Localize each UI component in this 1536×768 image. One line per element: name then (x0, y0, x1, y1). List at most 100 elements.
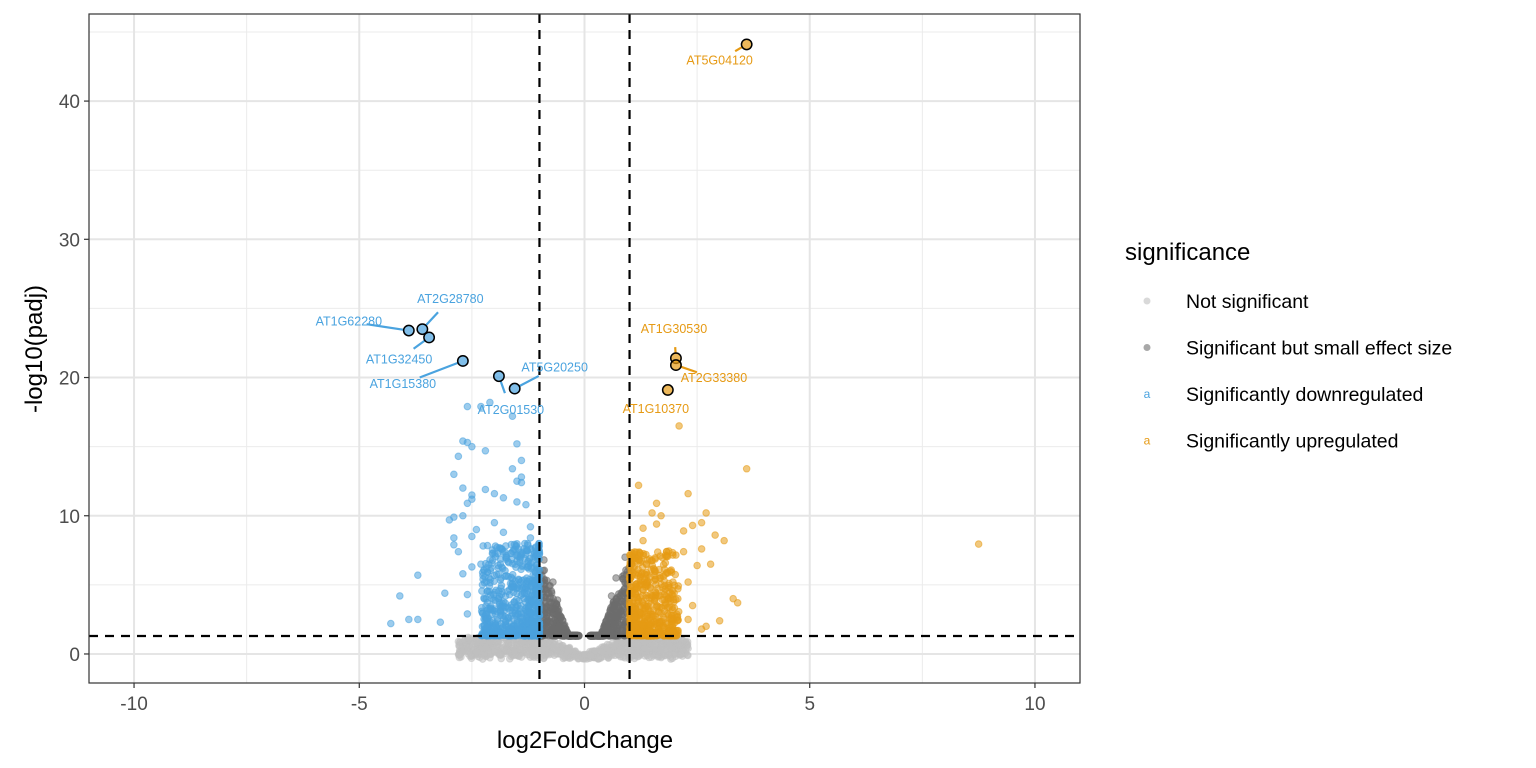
point-downregulated (522, 500, 530, 509)
point-not-significant (464, 633, 472, 642)
y-tick-label: 20 (59, 369, 80, 390)
point-downregulated (480, 566, 488, 574)
point-downregulated (521, 583, 530, 591)
point-downregulated (488, 546, 497, 554)
gene-label: AT1G32450 (366, 352, 433, 366)
gene-label-segment (412, 339, 426, 350)
point-upregulated (643, 612, 651, 621)
point-not-significant (654, 651, 662, 659)
point-downregulated (534, 565, 542, 574)
labeled-gene-point (416, 323, 429, 336)
point-downregulated (454, 452, 463, 461)
point-upregulated (655, 619, 664, 627)
point-upregulated (660, 595, 668, 604)
legend-item: Significant but small effect size (1143, 338, 1452, 360)
point-not-significant (454, 637, 463, 646)
point-downregulated (524, 541, 532, 549)
y-tick-label: 0 (69, 645, 80, 666)
point-downregulated (436, 618, 445, 626)
point-upregulated (631, 612, 640, 621)
y-axis: 0 10 20 30 40 (59, 92, 89, 666)
gene-label-segment (680, 365, 698, 374)
point-downregulated (513, 620, 522, 629)
labeled-gene-point (669, 359, 682, 372)
gene-label: AT5G04120 (686, 53, 753, 67)
legend-label: Significantly upregulated (1186, 431, 1398, 453)
point-downregulated (463, 590, 472, 599)
gene-label: AT2G28780 (417, 292, 484, 306)
point-upregulated (646, 590, 654, 599)
point-small-effect (542, 611, 551, 620)
gene-label-segment (499, 380, 506, 394)
point-downregulated (450, 513, 458, 521)
point-small-effect (610, 620, 618, 629)
gene-label: AT5G20250 (521, 361, 588, 375)
point-not-significant (496, 651, 504, 659)
labeled-gene-point (456, 354, 469, 367)
point-downregulated (507, 573, 516, 582)
point-downregulated (497, 584, 505, 592)
point-upregulated (720, 536, 728, 545)
point-downregulated (522, 590, 531, 598)
point-upregulated (702, 509, 710, 517)
point-downregulated (480, 594, 488, 602)
gene-label: AT1G15380 (370, 377, 437, 391)
x-tick-label: -5 (351, 694, 368, 715)
point-upregulated (634, 481, 643, 490)
point-downregulated (507, 600, 516, 609)
point-downregulated (463, 499, 472, 508)
gene-label: AT2G01530 (478, 403, 545, 417)
point-downregulated (468, 563, 476, 571)
point-downregulated (513, 477, 521, 485)
point-upregulated (684, 615, 692, 624)
point-upregulated (652, 499, 661, 508)
point-downregulated (472, 525, 481, 534)
point-upregulated (684, 578, 692, 586)
point-not-significant (491, 647, 499, 656)
point-upregulated (697, 518, 706, 527)
point-downregulated (490, 489, 499, 498)
gene-label-segment (734, 46, 743, 53)
point-upregulated (697, 545, 706, 553)
point-downregulated (396, 592, 404, 600)
point-upregulated (658, 583, 667, 592)
point-downregulated (468, 532, 476, 541)
point-upregulated (649, 612, 658, 621)
point-downregulated (463, 610, 472, 618)
point-downregulated (531, 544, 540, 552)
y-axis-title: -log10(padj) (21, 285, 48, 413)
point-downregulated (477, 603, 486, 612)
point-downregulated (490, 624, 498, 632)
point-upregulated (668, 586, 677, 595)
point-upregulated (632, 580, 640, 588)
point-downregulated (441, 589, 449, 597)
point-downregulated (508, 559, 517, 568)
point-upregulated (711, 531, 719, 539)
point-not-significant (472, 648, 481, 657)
point-small-effect (542, 622, 551, 631)
labeled-gene-point (423, 331, 436, 344)
point-downregulated (450, 540, 458, 549)
gene-label-segment (518, 374, 540, 388)
point-not-significant (590, 647, 599, 655)
point-upregulated (655, 608, 664, 617)
point-upregulated (679, 527, 688, 535)
point-upregulated (688, 601, 697, 610)
labeled-gene-point (492, 370, 505, 383)
y-tick-label: 30 (59, 230, 80, 251)
point-not-significant (684, 644, 692, 653)
point-not-significant (675, 641, 683, 650)
point-upregulated (688, 521, 697, 530)
plot-panel (89, 14, 1080, 683)
point-downregulated (489, 595, 498, 604)
point-upregulated (652, 520, 661, 528)
point-downregulated (515, 596, 523, 605)
point-downregulated (454, 547, 463, 556)
point-not-significant (586, 652, 595, 660)
point-upregulated (642, 578, 651, 587)
point-upregulated (706, 560, 715, 568)
point-upregulated (653, 628, 662, 637)
point-upregulated (640, 570, 649, 578)
point-downregulated (484, 604, 493, 613)
x-tick-label: 10 (1024, 694, 1045, 715)
